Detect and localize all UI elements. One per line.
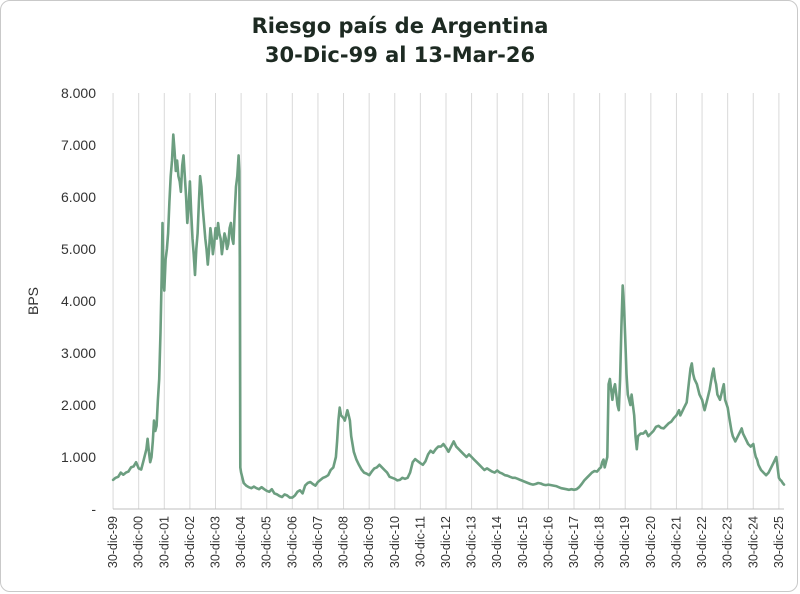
x-tick-label: 30-dic-02 <box>183 516 197 568</box>
x-tick-label: 30-dic-20 <box>644 516 658 568</box>
x-tick-label: 30-dic-22 <box>695 516 709 568</box>
x-tick-label: 30-dic-21 <box>669 516 683 568</box>
x-tick-label: 30-dic-04 <box>234 516 248 568</box>
y-tick-label: 3.000 <box>61 345 96 361</box>
y-tick-label: 1.000 <box>61 449 96 465</box>
y-tick-label: - <box>91 501 96 517</box>
y-tick-label: 2.000 <box>61 397 96 413</box>
x-tick-label: 30-dic-10 <box>388 516 402 568</box>
x-tick-label: 30-dic-14 <box>490 516 504 568</box>
x-tick-label: 30-dic-24 <box>746 516 760 568</box>
x-tick-label: 30-dic-16 <box>541 516 555 568</box>
x-tick-label: 30-dic-25 <box>772 516 786 568</box>
series-line-0 <box>111 133 786 499</box>
y-tick-label: 4.000 <box>61 293 96 309</box>
x-tick-label: 30-dic-13 <box>465 516 479 568</box>
x-tick-label: 30-dic-05 <box>260 516 274 568</box>
x-tick-label: 30-dic-23 <box>721 516 735 568</box>
x-tick-label: 30-dic-07 <box>311 516 325 568</box>
gridlines <box>112 93 784 510</box>
x-tick-label: 30-dic-00 <box>132 516 146 568</box>
chart-title-line-2: 30-Dic-99 al 13-Mar-26 <box>264 43 536 67</box>
y-tick-label: 6.000 <box>61 189 96 205</box>
chart-title: Riesgo país de Argentina 30-Dic-99 al 13… <box>0 12 800 70</box>
x-tick-label: 30-dic-11 <box>413 516 427 567</box>
y-axis-label: BPS <box>25 287 41 315</box>
y-tick-label: 7.000 <box>61 137 96 153</box>
x-tick-label: 30-dic-99 <box>106 516 120 568</box>
y-tick-label: 8.000 <box>61 85 96 101</box>
x-tick-label: 30-dic-06 <box>285 516 299 568</box>
y-tick-label: 5.000 <box>61 241 96 257</box>
y-axis-ticks: - 1.000 2.000 3.000 4.000 5.000 6.000 7.000 8.00… <box>61 85 96 517</box>
chart-title-line-1: Riesgo país de Argentina <box>251 14 549 38</box>
x-tick-label: 30-dic-15 <box>516 516 530 568</box>
x-tick-label: 30-dic-01 <box>157 516 171 568</box>
x-tick-label: 30-dic-19 <box>618 516 632 568</box>
x-tick-label: 30-dic-08 <box>337 516 351 568</box>
x-tick-label: 30-dic-09 <box>362 516 376 568</box>
x-tick-label: 30-dic-17 <box>567 516 581 568</box>
x-tick-label: 30-dic-03 <box>209 516 223 568</box>
series-layer <box>111 133 786 499</box>
x-tick-label: 30-dic-18 <box>593 516 607 568</box>
x-axis-ticks: 30-dic-99 30-dic-00 30-dic-01 30-dic-02 30-d… <box>106 516 786 568</box>
x-tick-label: 30-dic-12 <box>439 516 453 568</box>
